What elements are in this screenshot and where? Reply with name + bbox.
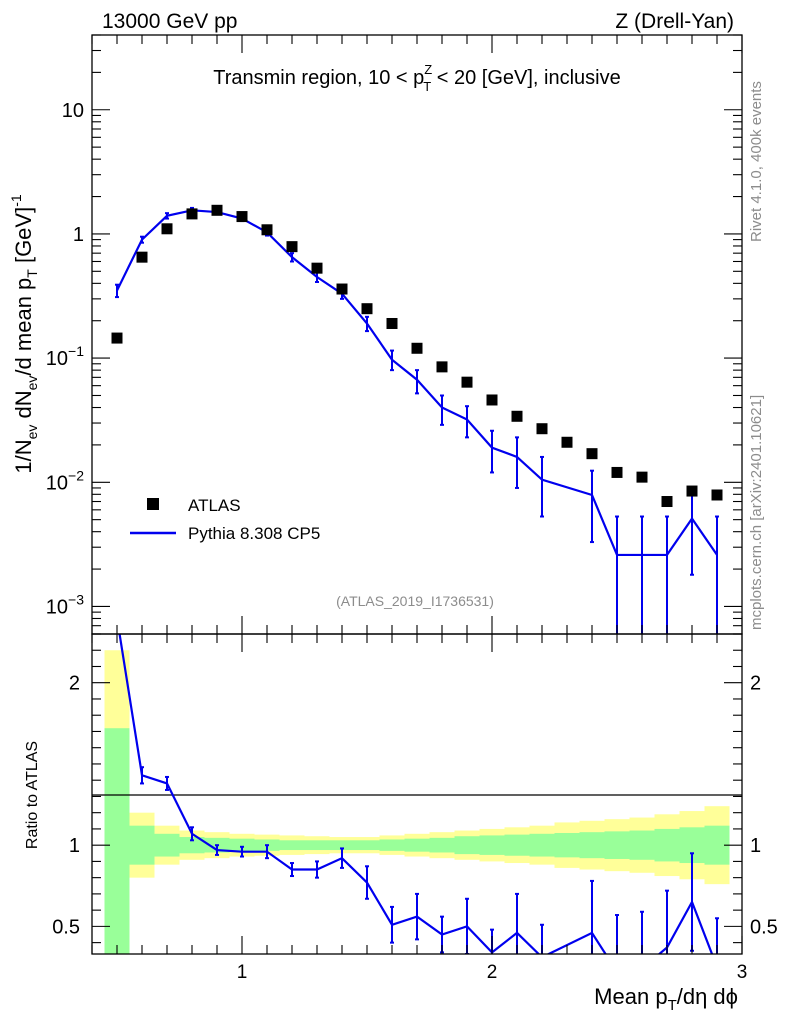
data-point	[486, 394, 498, 406]
band-inner	[354, 840, 380, 851]
legend-mc-label: Pythia 8.308 CP5	[188, 524, 320, 543]
data-point	[461, 376, 473, 388]
data-point	[511, 410, 523, 422]
data-point	[186, 208, 198, 220]
ratio-tick-label-left: 1	[69, 835, 80, 857]
band-inner	[179, 837, 205, 854]
ratio-tick-label-right: 0.5	[750, 916, 778, 938]
rivet-label: Rivet 4.1.0, 400k events	[748, 81, 765, 242]
band-inner	[529, 833, 555, 857]
band-inner	[429, 837, 455, 853]
data-point	[686, 485, 698, 497]
band-inner	[554, 832, 580, 858]
axis-tick-labels: 1 2 3 10−3 10−2 10−1 1 10 0.5 0.5 1 1 2 2	[46, 100, 778, 983]
analysis-id: (ATLAS_2019_I1736531)	[336, 593, 494, 609]
data-point	[111, 332, 123, 344]
legend-data-marker	[147, 498, 159, 510]
data-point	[661, 496, 673, 508]
data-point	[361, 303, 373, 315]
band-inner	[129, 825, 155, 865]
header-right: Z (Drell-Yan)	[615, 10, 734, 33]
band-inner	[579, 832, 605, 859]
band-inner	[404, 838, 430, 852]
main-panel-frame	[91, 34, 743, 635]
data-point	[586, 448, 598, 460]
data-point	[161, 223, 173, 235]
band-inner	[379, 839, 405, 851]
ratio-tick-label-right: 1	[750, 835, 761, 857]
data-point	[286, 241, 298, 253]
y-tick-label: 1	[73, 224, 84, 246]
data-series-main	[111, 204, 723, 508]
x-tick-label: 2	[487, 962, 498, 983]
data-point	[136, 251, 148, 263]
x-tick-label: 1	[237, 962, 248, 983]
band-inner	[454, 836, 480, 855]
data-point	[211, 204, 223, 216]
band-inner	[479, 835, 505, 855]
band-inner	[629, 830, 655, 860]
y-tick-label: 10−1	[46, 343, 84, 370]
band-inner	[229, 838, 255, 852]
chart-title: Transmin region, 10 < pZ T < 20 [GeV], in…	[213, 62, 621, 94]
band-inner	[654, 828, 680, 862]
ratio-tick-label-right: 2	[750, 673, 761, 695]
axis-ticks	[91, 34, 743, 954]
data-point	[411, 342, 423, 354]
data-point	[311, 262, 323, 274]
data-point	[386, 317, 398, 329]
data-point	[336, 283, 348, 295]
y-tick-label: 10−2	[46, 467, 84, 494]
data-point	[711, 489, 723, 501]
legend-data-label: ATLAS	[188, 496, 241, 515]
legend: ATLAS Pythia 8.308 CP5	[130, 496, 320, 543]
band-inner	[604, 831, 630, 859]
data-point	[561, 436, 573, 448]
mc-series-ratio	[118, 634, 719, 954]
data-point	[436, 361, 448, 373]
band-inner	[279, 840, 305, 851]
band-inner	[504, 834, 530, 856]
data-point	[636, 471, 648, 483]
band-inner	[104, 728, 130, 954]
y-axis-label: 1/Nev dNev/d mean pT [GeV]-1	[8, 194, 40, 474]
mcplots-label: mcplots.cern.ch [arXiv:2401.10621]	[748, 395, 765, 630]
data-point	[236, 211, 248, 223]
ratio-tick-label-left: 2	[69, 673, 80, 695]
header-left: 13000 GeV pp	[102, 10, 237, 33]
data-point	[536, 423, 548, 435]
ratio-line	[118, 634, 714, 954]
band-inner	[329, 840, 355, 851]
data-point	[261, 224, 273, 236]
y-tick-label: 10	[62, 100, 84, 122]
band-inner	[304, 840, 330, 851]
y-tick-label: 10−3	[46, 591, 84, 618]
band-inner	[154, 833, 180, 857]
x-tick-label: 3	[737, 962, 748, 983]
ratio-y-axis-label: Ratio to ATLAS	[24, 741, 41, 849]
data-point	[611, 466, 623, 478]
ratio-tick-label-left: 0.5	[52, 916, 80, 938]
x-axis-label: Mean pT/dη dϕ	[594, 984, 738, 1014]
mc-series-main	[115, 206, 719, 634]
